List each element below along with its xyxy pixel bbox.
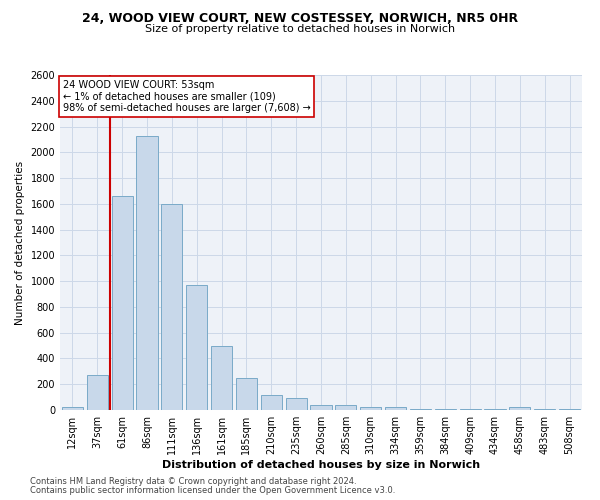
Text: Contains HM Land Registry data © Crown copyright and database right 2024.: Contains HM Land Registry data © Crown c… [30,477,356,486]
Bar [186,285,207,410]
Bar [385,408,406,410]
Bar [286,398,307,410]
Text: 24, WOOD VIEW COURT, NEW COSTESSEY, NORWICH, NR5 0HR: 24, WOOD VIEW COURT, NEW COSTESSEY, NORW… [82,12,518,26]
X-axis label: Distribution of detached houses by size in Norwich: Distribution of detached houses by size … [162,460,480,470]
Bar [112,196,133,410]
Bar [211,346,232,410]
Y-axis label: Number of detached properties: Number of detached properties [15,160,25,324]
Bar [435,408,456,410]
Bar [161,204,182,410]
Text: Contains public sector information licensed under the Open Government Licence v3: Contains public sector information licen… [30,486,395,495]
Bar [335,406,356,410]
Bar [136,136,158,410]
Bar [62,407,83,410]
Text: Size of property relative to detached houses in Norwich: Size of property relative to detached ho… [145,24,455,34]
Bar [236,378,257,410]
Bar [410,408,431,410]
Bar [87,375,108,410]
Bar [509,408,530,410]
Bar [310,405,332,410]
Text: 24 WOOD VIEW COURT: 53sqm
← 1% of detached houses are smaller (109)
98% of semi-: 24 WOOD VIEW COURT: 53sqm ← 1% of detach… [62,80,310,113]
Bar [261,395,282,410]
Bar [360,408,381,410]
